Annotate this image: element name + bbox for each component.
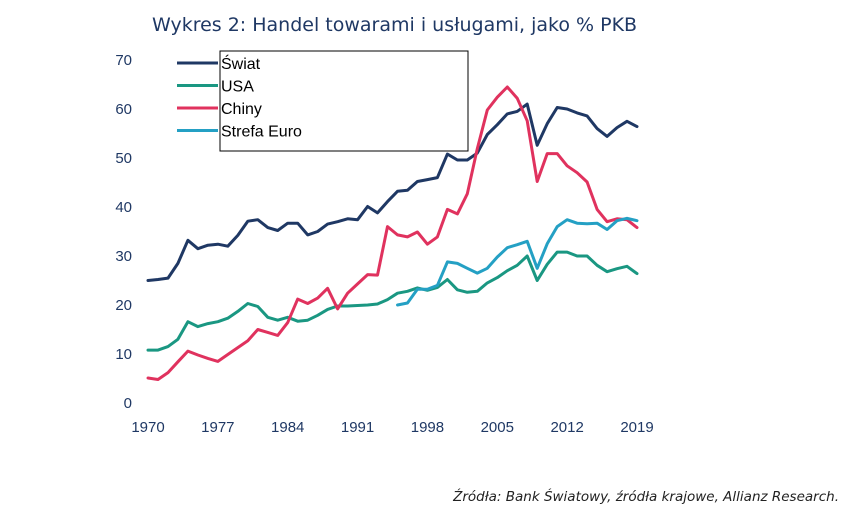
y-tick-label: 40 <box>115 199 132 216</box>
legend-label: Świat <box>221 54 261 73</box>
y-tick-label: 70 <box>115 52 132 69</box>
y-axis: 0 10 20 30 40 50 60 70 <box>115 52 132 412</box>
source-note: Źródła: Bank Światowy, źródła krajowe, A… <box>453 489 839 505</box>
series-line <box>396 216 639 307</box>
y-tick-label: 60 <box>115 101 132 118</box>
y-tick-label: 10 <box>115 346 132 363</box>
series-line <box>146 250 639 352</box>
x-tick-label: 1970 <box>131 419 164 436</box>
legend-box <box>219 50 469 152</box>
series-line <box>146 102 639 282</box>
y-tick-label: 0 <box>124 395 132 412</box>
x-tick-label: 1998 <box>411 419 444 436</box>
x-tick-label: 1991 <box>341 419 374 436</box>
x-axis: 1970 1977 1984 1991 1998 2005 2012 2019 <box>131 419 653 436</box>
x-tick-label: 2005 <box>481 419 514 436</box>
y-tick-label: 30 <box>115 248 132 265</box>
series-line <box>146 85 639 381</box>
y-tick-label: 50 <box>115 150 132 167</box>
chart-title: Wykres 2: Handel towarami i usługami, ja… <box>152 14 638 36</box>
legend: Świat USA Chiny Strefa Euro <box>177 50 469 152</box>
series-layer <box>146 85 639 381</box>
x-tick-label: 1977 <box>201 419 234 436</box>
x-tick-label: 2019 <box>620 419 653 436</box>
x-tick-label: 2012 <box>550 419 583 436</box>
legend-label: Strefa Euro <box>221 124 302 141</box>
legend-label: Chiny <box>221 101 262 118</box>
x-tick-label: 1984 <box>271 419 304 436</box>
legend-label: USA <box>221 79 254 96</box>
y-tick-label: 20 <box>115 297 132 314</box>
